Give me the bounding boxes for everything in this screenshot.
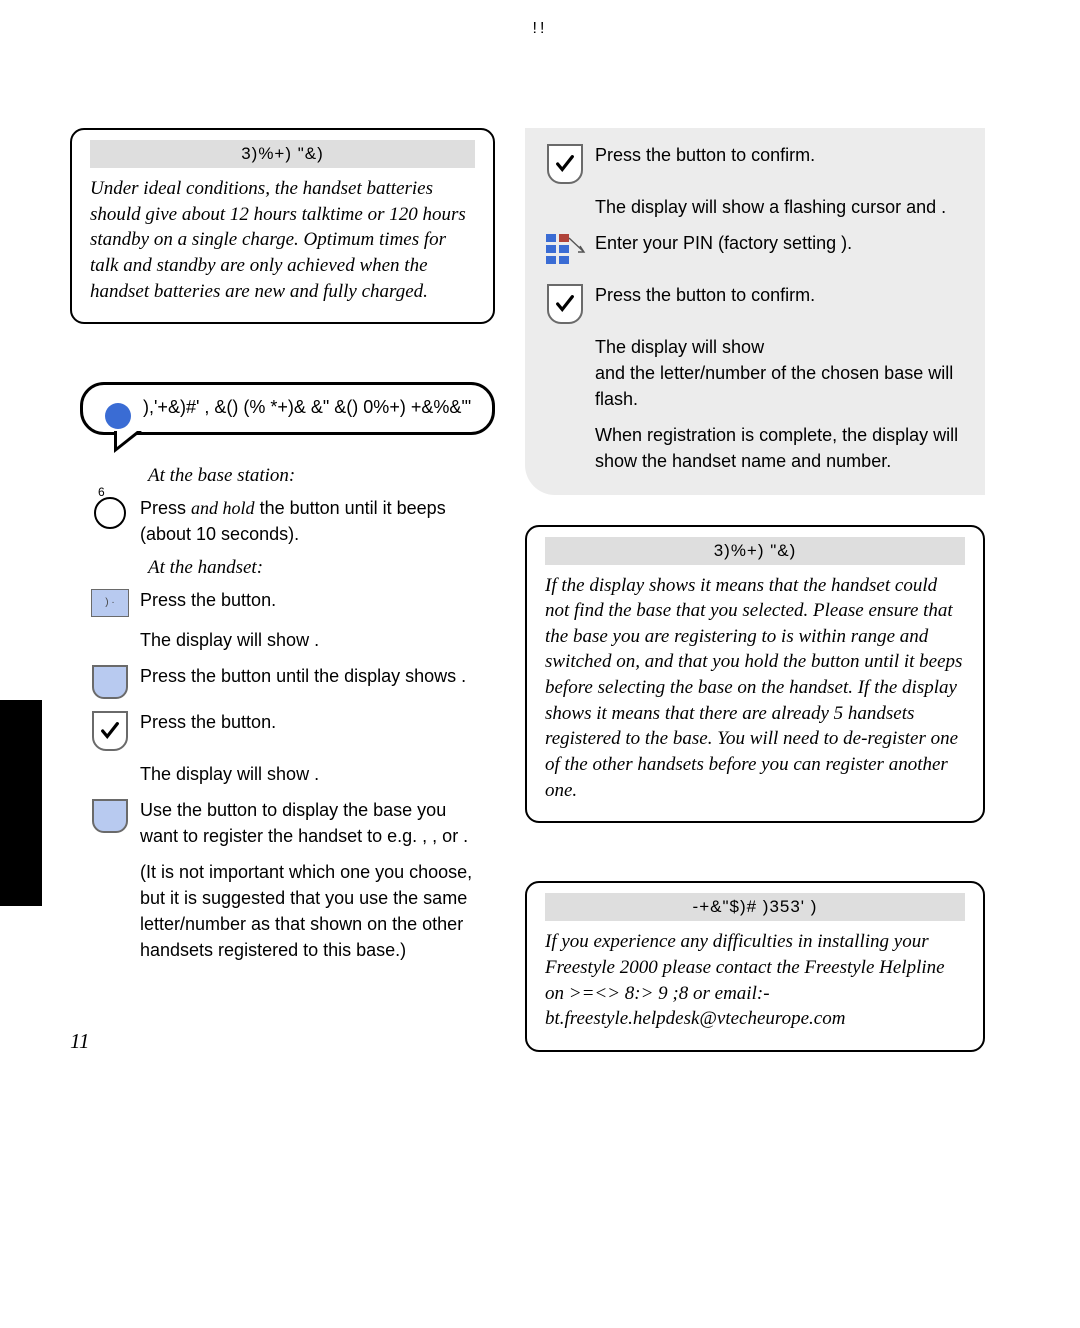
blue-key-2 — [92, 799, 128, 833]
tick-box-icon — [92, 711, 128, 751]
t1em: and hold — [191, 498, 255, 518]
procedure-bubble: ),'+&)#' , &() (% *+)& &" &() 0%+) +&%&'… — [80, 382, 495, 434]
step-press-button-1: ) · Press the button. — [80, 587, 495, 617]
note-box-2: 3)%+) "&) If the display shows it means … — [525, 525, 985, 824]
small-key-icon: ) · — [80, 587, 140, 617]
blue-key-icon — [80, 663, 140, 699]
circle-number: 6 — [98, 485, 105, 499]
page-button-icon: 6 — [80, 495, 140, 529]
rtext-6: When registration is complete, the displ… — [595, 422, 981, 474]
small-key: ) · — [91, 589, 129, 617]
note-box-3: -+&"$)# )353' ) If you experience any di… — [525, 881, 985, 1052]
no-icon-r5 — [535, 334, 595, 336]
tick-icon-r1 — [535, 142, 595, 184]
note-3-body: If you experience any difficulties in in… — [545, 929, 965, 1032]
subhead-base-station: At the base station: — [148, 465, 495, 487]
step-use-button: Use the button to display the base you w… — [80, 797, 495, 849]
procedure-bubble-inner: ),'+&)#' , &() (% *+)& &" &() 0%+) +&%&'… — [80, 382, 495, 434]
tick-r1 — [547, 144, 583, 184]
bubble-tail-inner — [117, 431, 137, 447]
bullet-dot-icon — [105, 403, 131, 429]
tick-r4 — [547, 284, 583, 324]
right-column: Press the button to confirm. The display… — [525, 128, 985, 1052]
no-icon-r2 — [535, 194, 595, 196]
note-box-1: 3)%+) "&) Under ideal conditions, the ha… — [70, 128, 495, 324]
t1b: the button until it beeps (about 10 seco… — [140, 498, 446, 544]
header-marks: !! — [70, 20, 1010, 38]
step-press-tick: Press the button. — [80, 709, 495, 751]
checkmark-icon — [554, 153, 576, 175]
blue-key — [92, 665, 128, 699]
note-3-email: bt.freestyle.helpdesk@vtecheurope.com — [545, 1008, 845, 1029]
page: !! 3)%+) "&) Under ideal conditions, the… — [0, 0, 1080, 1072]
blue-key-icon-2 — [80, 797, 140, 833]
rtext-4: Press the button to confirm. — [595, 282, 981, 308]
checkmark-icon — [554, 293, 576, 315]
checkmark-icon — [99, 720, 121, 742]
right-steps-gray-box: Press the button to confirm. The display… — [525, 128, 985, 495]
note-3-title: -+&"$)# )353' ) — [545, 893, 965, 921]
step-press-until: Press the button until the display shows… — [80, 663, 495, 699]
rstep-4: Press the button to confirm. — [535, 282, 981, 324]
tick-button-icon — [80, 709, 140, 751]
page-number: 11 — [70, 1029, 89, 1054]
rstep-2: The display will show a flashing cursor … — [535, 194, 981, 220]
step-display-2: The display will show . — [80, 761, 495, 787]
step-text-press2: Press the button. — [140, 709, 495, 735]
tick-icon-r4 — [535, 282, 595, 324]
note-1-title: 3)%+) "&) — [90, 140, 475, 168]
no-icon-2 — [80, 761, 140, 763]
step-text-press-until: Press the button until the display shows… — [140, 663, 495, 689]
step-text-display2: The display will show . — [140, 761, 495, 787]
rstep-6: When registration is complete, the displ… — [535, 422, 981, 474]
rtext-1: Press the button to confirm. — [595, 142, 981, 168]
note-2-body: If the display shows it means that the h… — [545, 573, 965, 804]
step-text: Press and hold the button until it beeps… — [140, 495, 495, 547]
no-icon — [80, 627, 140, 629]
procedure-bubble-text: ),'+&)#' , &() (% *+)& &" &() 0%+) +&%&'… — [143, 397, 471, 417]
step-base-press-hold: 6 Press and hold the button until it bee… — [80, 495, 495, 547]
rtext-5: The display will show and the letter/num… — [595, 334, 981, 412]
note-1-body: Under ideal conditions, the handset batt… — [90, 176, 475, 304]
left-column: 3)%+) "&) Under ideal conditions, the ha… — [70, 128, 495, 1052]
subhead-handset: At the handset: — [148, 557, 495, 579]
keypad-icon — [535, 230, 595, 272]
step-text-press1: Press the button. — [140, 587, 495, 613]
rtext-3: Enter your PIN (factory setting ). — [595, 230, 981, 256]
step-text-note: (It is not important which one you choos… — [140, 859, 495, 963]
rtext-2: The display will show a flashing cursor … — [595, 194, 981, 220]
no-icon-r6 — [535, 422, 595, 424]
step-text-use: Use the button to display the base you w… — [140, 797, 495, 849]
rstep-3: Enter your PIN (factory setting ). — [535, 230, 981, 272]
keypad-svg-icon — [544, 232, 586, 272]
circle-key-icon — [94, 497, 126, 529]
t1: Press — [140, 498, 186, 518]
step-display-1: The display will show . — [80, 627, 495, 653]
note-2-title: 3)%+) "&) — [545, 537, 965, 565]
note-3-text: If you experience any difficulties in in… — [545, 931, 945, 1003]
rstep-1: Press the button to confirm. — [535, 142, 981, 184]
two-columns: 3)%+) "&) Under ideal conditions, the ha… — [70, 128, 1010, 1052]
step-text-display1: The display will show . — [140, 627, 495, 653]
no-icon-3 — [80, 859, 140, 861]
step-not-important: (It is not important which one you choos… — [80, 859, 495, 963]
rstep-5: The display will show and the letter/num… — [535, 334, 981, 412]
